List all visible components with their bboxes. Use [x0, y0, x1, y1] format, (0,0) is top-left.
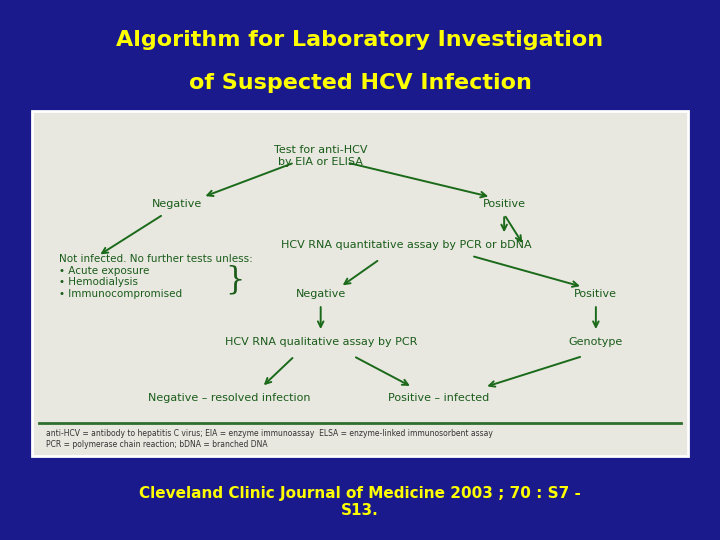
Text: Test for anti-HCV
by EIA or ELISA: Test for anti-HCV by EIA or ELISA	[274, 145, 367, 167]
Text: Not infected. No further tests unless:
• Acute exposure
• Hemodialysis
• Immunoc: Not infected. No further tests unless: •…	[58, 254, 252, 299]
Text: anti-HCV = antibody to hepatitis C virus; EIA = enzyme immunoassay  ELSA = enzym: anti-HCV = antibody to hepatitis C virus…	[45, 429, 492, 438]
Text: HCV RNA quantitative assay by PCR or bDNA: HCV RNA quantitative assay by PCR or bDN…	[281, 240, 531, 251]
FancyBboxPatch shape	[32, 111, 688, 456]
Text: HCV RNA qualitative assay by PCR: HCV RNA qualitative assay by PCR	[225, 338, 417, 347]
Text: Positive: Positive	[575, 289, 617, 299]
Text: }: }	[225, 265, 245, 295]
Text: Negative – resolved infection: Negative – resolved infection	[148, 393, 310, 402]
Text: Negative: Negative	[151, 199, 202, 209]
Text: PCR = polymerase chain reaction; bDNA = branched DNA: PCR = polymerase chain reaction; bDNA = …	[45, 440, 267, 449]
Text: of Suspected HCV Infection: of Suspected HCV Infection	[189, 73, 531, 93]
Text: Cleveland Clinic Journal of Medicine 2003 ; 70 : S7 -
S13.: Cleveland Clinic Journal of Medicine 200…	[139, 486, 581, 518]
Text: Genotype: Genotype	[569, 338, 623, 347]
Text: Algorithm for Laboratory Investigation: Algorithm for Laboratory Investigation	[117, 30, 603, 50]
Text: Positive: Positive	[482, 199, 526, 209]
Text: Negative: Negative	[296, 289, 346, 299]
Text: Positive – infected: Positive – infected	[388, 393, 490, 402]
